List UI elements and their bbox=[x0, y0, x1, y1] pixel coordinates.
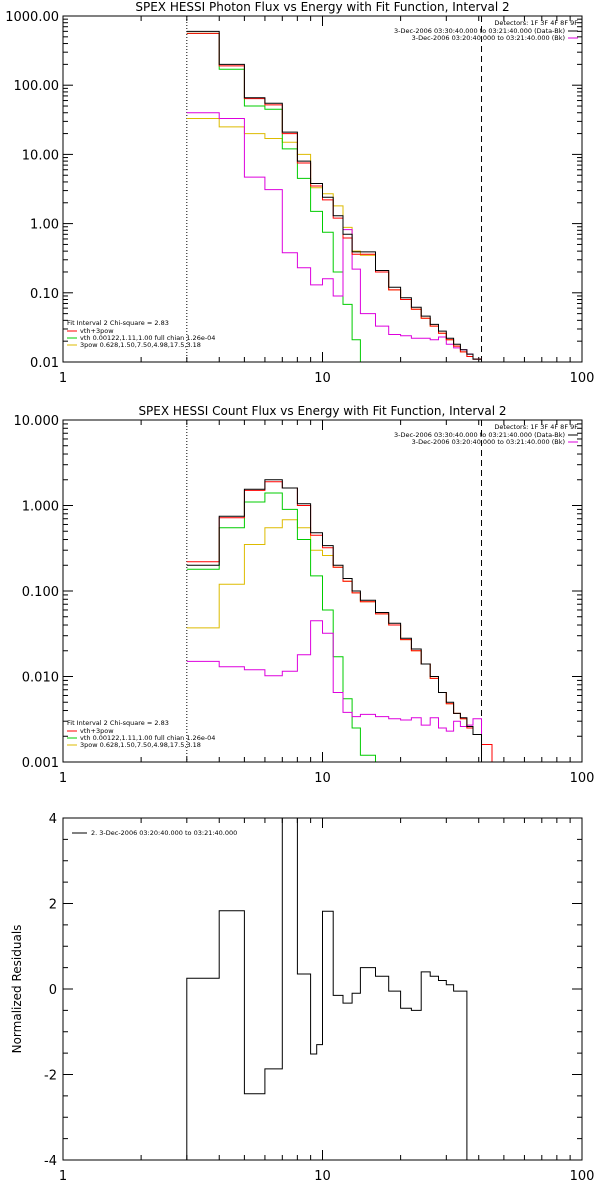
y-tick-label: 1.000 bbox=[22, 500, 59, 515]
legend-bottom-left: Fit Interval 2 Chi-square = 2.83vth+3pow… bbox=[67, 319, 215, 349]
legend-entry: 3-Dec-2006 03:30:40.000 to 03:21:40.000 … bbox=[394, 27, 565, 35]
legend-entry: vth+3pow bbox=[80, 327, 114, 335]
series-line-2- bbox=[186, 818, 468, 1160]
y-tick-label: 4 bbox=[49, 812, 57, 827]
legend-top-right: Detectors: 1F 3F 4F 8F 9F3-Dec-2006 03:3… bbox=[394, 19, 578, 42]
y-tick-label: 0.01 bbox=[30, 356, 59, 371]
plot-frame bbox=[62, 15, 583, 363]
legend-entry: 3pow 0.628,1.50,7.50,4.98,17.5,3.18 bbox=[80, 341, 201, 349]
y-tick-label: 0.10 bbox=[30, 287, 59, 302]
y-tick-label: -4 bbox=[44, 1154, 57, 1169]
y-tick-label: 10.00 bbox=[22, 148, 59, 163]
series-line-vth-3pow bbox=[186, 481, 505, 762]
series-group bbox=[186, 818, 468, 1160]
legend-entry: 3pow 0.628,1.50,7.50,4.98,17.5,3.18 bbox=[80, 741, 201, 749]
legend-entry: 2. 3-Dec-2006 03:20:40.000 to 03:21:40.0… bbox=[91, 829, 237, 837]
series-group bbox=[186, 479, 505, 762]
y-tick-label: 1000.00 bbox=[5, 10, 59, 25]
plot-frame bbox=[62, 419, 583, 763]
legend-entry: 3-Dec-2006 03:20:40.000 to 03:21:40.000 … bbox=[412, 438, 565, 446]
x-tick-label: 10 bbox=[314, 371, 331, 386]
y-tick-label: 10.000 bbox=[14, 414, 60, 429]
plot-frame bbox=[62, 817, 583, 1161]
chart-panel-3: 1 10 100 -4 -2 0 2 4 Normalized Residuals 2. 3-De… bbox=[10, 812, 594, 1184]
chart-title: SPEX HESSI Photon Flux vs Energy with Fi… bbox=[135, 0, 509, 14]
x-tick-label: 100 bbox=[570, 771, 595, 786]
chart-panel-2: SPEX HESSI Count Flux vs Energy with Fit… bbox=[14, 404, 595, 786]
legend-header: Detectors: 1F 3F 4F 8F 9F bbox=[494, 423, 578, 431]
x-tick-label: 100 bbox=[570, 371, 595, 386]
x-tick-label: 10 bbox=[314, 1169, 331, 1184]
y-tick-label: 100.00 bbox=[14, 79, 60, 94]
legend-top-right: Detectors: 1F 3F 4F 8F 9F3-Dec-2006 03:3… bbox=[394, 423, 578, 446]
series-line-bk bbox=[186, 620, 482, 762]
series-line-data-bk bbox=[186, 479, 482, 762]
legend-entry: vth 0.00122,1.11,1.00 full chian 1.26e-0… bbox=[80, 334, 215, 342]
series-line-data-bk bbox=[186, 30, 482, 362]
y-tick-label: -2 bbox=[44, 1069, 57, 1084]
legend-header: Fit Interval 2 Chi-square = 2.83 bbox=[67, 719, 169, 727]
y-tick-label: 1.00 bbox=[30, 218, 59, 233]
legend-entry: 3-Dec-2006 03:20:40.000 to 03:21:40.000 … bbox=[412, 34, 565, 42]
y-tick-label: 2 bbox=[49, 898, 57, 913]
y-tick-label: 0.010 bbox=[22, 671, 59, 686]
legend-entry: 3-Dec-2006 03:30:40.000 to 03:21:40.000 … bbox=[394, 431, 565, 439]
series-line-vth bbox=[186, 32, 376, 362]
series-line-vth bbox=[186, 492, 390, 762]
x-tick-label: 100 bbox=[570, 1169, 595, 1184]
series-line-3pow bbox=[186, 118, 482, 362]
series-line-bk bbox=[186, 112, 482, 362]
chart-panel-1: SPEX HESSI Photon Flux vs Energy with Fi… bbox=[5, 0, 594, 386]
legend-bottom-left: Fit Interval 2 Chi-square = 2.83vth+3pow… bbox=[67, 719, 215, 749]
legend-entry: vth+3pow bbox=[80, 727, 114, 735]
x-tick-label: 1 bbox=[59, 371, 67, 386]
series-line-vth-3pow bbox=[186, 32, 482, 362]
y-tick-label: 0 bbox=[49, 983, 57, 998]
legend-entry: vth 0.00122,1.11,1.00 full chian 1.26e-0… bbox=[80, 734, 215, 742]
legend-header: Fit Interval 2 Chi-square = 2.83 bbox=[67, 319, 169, 327]
x-tick-label: 10 bbox=[314, 771, 331, 786]
series-group bbox=[186, 30, 482, 362]
legend-header: Detectors: 1F 3F 4F 8F 9F bbox=[494, 19, 578, 27]
x-tick-label: 1 bbox=[59, 1169, 67, 1184]
y-tick-label: 0.001 bbox=[22, 756, 59, 771]
y-axis-label: Normalized Residuals bbox=[10, 925, 24, 1054]
y-tick-label: 0.100 bbox=[22, 585, 59, 600]
series-line-3pow bbox=[186, 519, 505, 762]
chart-title: SPEX HESSI Count Flux vs Energy with Fit… bbox=[138, 404, 506, 418]
legend-top-left: 2. 3-Dec-2006 03:20:40.000 to 03:21:40.0… bbox=[72, 829, 237, 837]
x-tick-label: 1 bbox=[59, 771, 67, 786]
